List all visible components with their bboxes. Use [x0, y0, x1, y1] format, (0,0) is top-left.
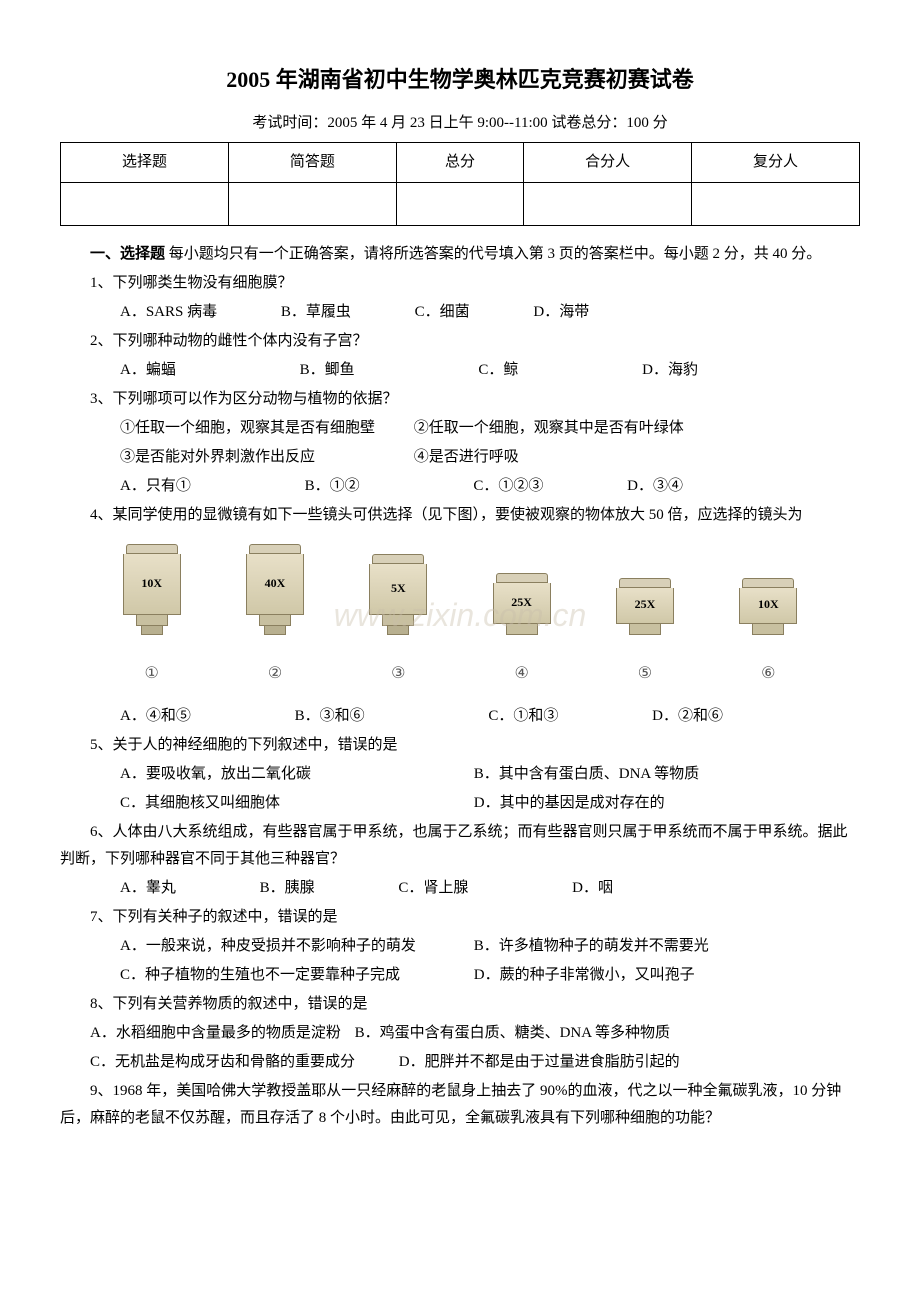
question-5: 5、关于人的神经细胞的下列叙述中，错误的是 — [60, 732, 860, 759]
lens-num: ⑥ — [761, 660, 775, 689]
score-table: 选择题 简答题 总分 合分人 复分人 — [60, 142, 860, 226]
blank-cell — [692, 182, 860, 225]
question-3: 3、下列哪项可以作为区分动物与植物的依据？ — [60, 386, 860, 413]
option-c: C．鲸 — [448, 357, 518, 384]
option-a: A．SARS 病毒 — [90, 299, 217, 326]
options-5b: C．其细胞核又叫细胞体 D．其中的基因是成对存在的 — [60, 790, 860, 817]
lens-3: 5X ③ — [369, 554, 427, 689]
option-a: A．水稻细胞中含量最多的物质是淀粉 — [90, 1020, 341, 1047]
item-3: ③是否能对外界刺激作出反应 — [90, 444, 410, 471]
section-label: 一、选择题 — [90, 246, 165, 262]
item-1: ①任取一个细胞，观察其是否有细胞壁 — [90, 415, 410, 442]
options-5a: A．要吸收氧，放出二氧化碳 B．其中含有蛋白质、DNA 等物质 — [60, 761, 860, 788]
page-title: 2005 年湖南省初中生物学奥林匹克竞赛初赛试卷 — [60, 60, 860, 100]
lens-label: 40X — [246, 554, 304, 615]
question-6: 6、人体由八大系统组成，有些器官属于甲系统，也属于乙系统；而有些器官则只属于甲系… — [60, 819, 860, 873]
lens-5: 25X ⑤ — [616, 578, 674, 689]
header-cell: 合分人 — [524, 142, 692, 182]
lens-label: 10X — [123, 554, 181, 615]
lens-num: ⑤ — [638, 660, 652, 689]
question-9: 9、1968 年，美国哈佛大学教授盖耶从一只经麻醉的老鼠身上抽去了 90%的血液… — [60, 1078, 860, 1132]
lens-num: ① — [144, 660, 158, 689]
item-2: ②任取一个细胞，观察其中是否有叶绿体 — [414, 420, 684, 436]
option-b: B．①② — [275, 473, 360, 500]
table-row — [61, 182, 860, 225]
option-b: B．胰腺 — [230, 875, 315, 902]
lens-label: 25X — [616, 588, 674, 624]
option-d: D．②和⑥ — [622, 703, 723, 730]
option-c: C．无机盐是构成牙齿和骨骼的重要成分 — [90, 1049, 355, 1076]
section-header: 一、选择题 每小题均只有一个正确答案，请将所选答案的代号填入第 3 页的答案栏中… — [60, 241, 860, 268]
section-desc: 每小题均只有一个正确答案，请将所选答案的代号填入第 3 页的答案栏中。每小题 2… — [169, 246, 822, 262]
lens-6: 10X ⑥ — [739, 578, 797, 689]
option-b: B．其中含有蛋白质、DNA 等物质 — [444, 761, 699, 788]
options-4: A．④和⑤ B．③和⑥ C．①和③ D．②和⑥ — [60, 703, 860, 730]
blank-cell — [228, 182, 396, 225]
item-4: ④是否进行呼吸 — [414, 449, 519, 465]
options-8a: A．水稻细胞中含量最多的物质是淀粉 B．鸡蛋中含有蛋白质、糖类、DNA 等多种物… — [60, 1020, 860, 1047]
question-7: 7、下列有关种子的叙述中，错误的是 — [60, 904, 860, 931]
option-c: C．肾上腺 — [368, 875, 468, 902]
option-d: D．肥胖并不都是由于过量进食脂肪引起的 — [399, 1049, 680, 1076]
blank-cell — [61, 182, 229, 225]
lens-num: ③ — [391, 660, 405, 689]
lens-label: 10X — [739, 588, 797, 624]
options-7a: A．一般来说，种皮受损并不影响种子的萌发 B．许多植物种子的萌发并不需要光 — [60, 933, 860, 960]
option-c: C．种子植物的生殖也不一定要靠种子完成 — [90, 962, 440, 989]
option-a: A．要吸收氧，放出二氧化碳 — [90, 761, 410, 788]
option-b: B．许多植物种子的萌发并不需要光 — [444, 933, 709, 960]
blank-cell — [524, 182, 692, 225]
option-b: B．鸡蛋中含有蛋白质、糖类、DNA 等多种物质 — [355, 1020, 670, 1047]
lens-num: ④ — [514, 660, 528, 689]
option-b: B．③和⑥ — [265, 703, 365, 730]
option-d: D．蕨的种子非常微小，又叫孢子 — [444, 962, 695, 989]
options-3: A．只有① B．①② C．①②③ D．③④ — [60, 473, 860, 500]
options-7b: C．种子植物的生殖也不一定要靠种子完成 D．蕨的种子非常微小，又叫孢子 — [60, 962, 860, 989]
option-b: B．鲫鱼 — [270, 357, 355, 384]
options-2: A．蝙蝠 B．鲫鱼 C．鲸 D．海豹 — [60, 357, 860, 384]
question-1: 1、下列哪类生物没有细胞膜？ — [60, 270, 860, 297]
option-d: D．海豹 — [612, 357, 698, 384]
sub-items-3a: ①任取一个细胞，观察其是否有细胞壁 ②任取一个细胞，观察其中是否有叶绿体 — [60, 415, 860, 442]
header-cell: 总分 — [396, 142, 523, 182]
option-d: D．海带 — [503, 299, 589, 326]
options-6: A．睾丸 B．胰腺 C．肾上腺 D．咽 — [60, 875, 860, 902]
lens-label: 25X — [493, 583, 551, 624]
option-c: C．细菌 — [385, 299, 470, 326]
option-c: C．①和③ — [458, 703, 558, 730]
option-c: C．①②③ — [443, 473, 543, 500]
header-cell: 复分人 — [692, 142, 860, 182]
lens-4: 25X ④ — [493, 573, 551, 689]
lens-2: 40X ② — [246, 544, 304, 689]
question-8: 8、下列有关营养物质的叙述中，错误的是 — [60, 991, 860, 1018]
option-a: A．蝙蝠 — [90, 357, 176, 384]
option-d: D．③④ — [597, 473, 683, 500]
exam-info: 考试时间：2005 年 4 月 23 日上午 9:00--11:00 试卷总分：… — [60, 110, 860, 137]
lens-num: ② — [268, 660, 282, 689]
option-a: A．睾丸 — [90, 875, 176, 902]
option-d: D．咽 — [542, 875, 613, 902]
options-8b: C．无机盐是构成牙齿和骨骼的重要成分 D．肥胖并不都是由于过量进食脂肪引起的 — [60, 1049, 860, 1076]
option-d: D．其中的基因是成对存在的 — [444, 790, 665, 817]
option-a: A．只有① — [90, 473, 191, 500]
header-cell: 选择题 — [61, 142, 229, 182]
question-2: 2、下列哪种动物的雌性个体内没有子宫？ — [60, 328, 860, 355]
sub-items-3b: ③是否能对外界刺激作出反应 ④是否进行呼吸 — [60, 444, 860, 471]
option-a: A．一般来说，种皮受损并不影响种子的萌发 — [90, 933, 440, 960]
options-1: A．SARS 病毒 B．草履虫 C．细菌 D．海带 — [60, 299, 860, 326]
option-a: A．④和⑤ — [90, 703, 191, 730]
question-4: 4、某同学使用的显微镜有如下一些镜头可供选择（见下图），要使被观察的物体放大 5… — [60, 502, 860, 529]
lens-label: 5X — [369, 564, 427, 615]
lens-1: 10X ① — [123, 544, 181, 689]
header-cell: 简答题 — [228, 142, 396, 182]
blank-cell — [396, 182, 523, 225]
option-b: B．草履虫 — [251, 299, 351, 326]
lens-figure: www.zixin.com.cn 10X ① 40X ② 5X ③ 25X — [90, 544, 830, 689]
option-c: C．其细胞核又叫细胞体 — [90, 790, 410, 817]
table-row: 选择题 简答题 总分 合分人 复分人 — [61, 142, 860, 182]
